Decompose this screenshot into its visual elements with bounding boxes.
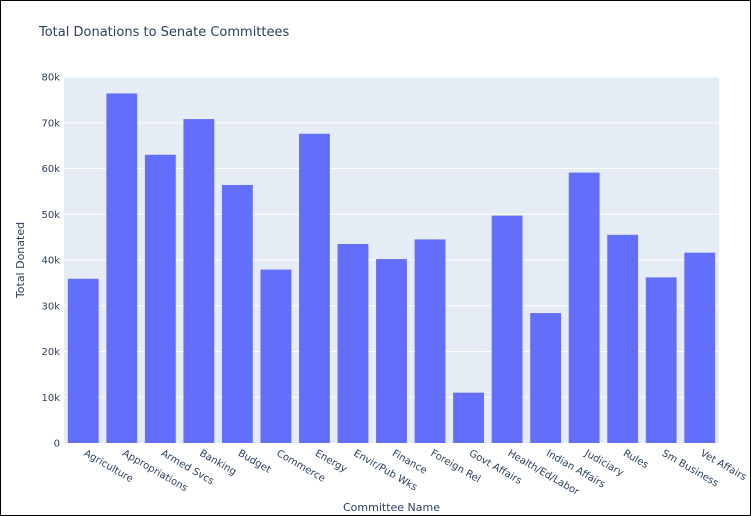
bars [67,93,716,444]
bar [453,392,484,443]
bar [376,259,407,443]
y-tick-label: 80k [41,73,60,84]
bar [684,252,716,443]
bar [491,215,523,443]
bar [530,313,562,443]
bar [221,184,253,443]
bar [67,278,99,443]
y-tick-label: 20k [41,347,60,358]
bar [144,154,176,443]
bar [645,277,677,443]
x-tick-label: Rules [621,448,650,471]
y-tick-label: 40k [41,256,60,267]
bar [183,119,215,443]
bar [106,93,138,443]
x-tick-label: Budget [236,448,273,476]
y-axis-title: Total Donated [14,222,27,299]
bar [299,133,330,444]
y-tick-label: 50k [41,210,60,221]
y-tick-label: 0 [54,439,60,450]
x-tick-label: Appropriations [120,448,189,494]
y-tick-label: 70k [41,118,60,129]
bar [568,172,600,443]
x-axis-title: Committee Name [343,501,440,514]
y-tick-label: 10k [41,393,60,404]
y-tick-label: 60k [41,164,60,175]
bar [260,269,292,443]
bar [607,234,639,443]
y-tick-label: 30k [41,301,60,312]
bar [414,239,446,443]
bar [337,243,369,443]
y-axis-ticks: 0 10k 20k 30k 40k 50k 60k 70k 80k [41,73,60,450]
chart-title: Total Donations to Senate Committees [39,25,290,40]
